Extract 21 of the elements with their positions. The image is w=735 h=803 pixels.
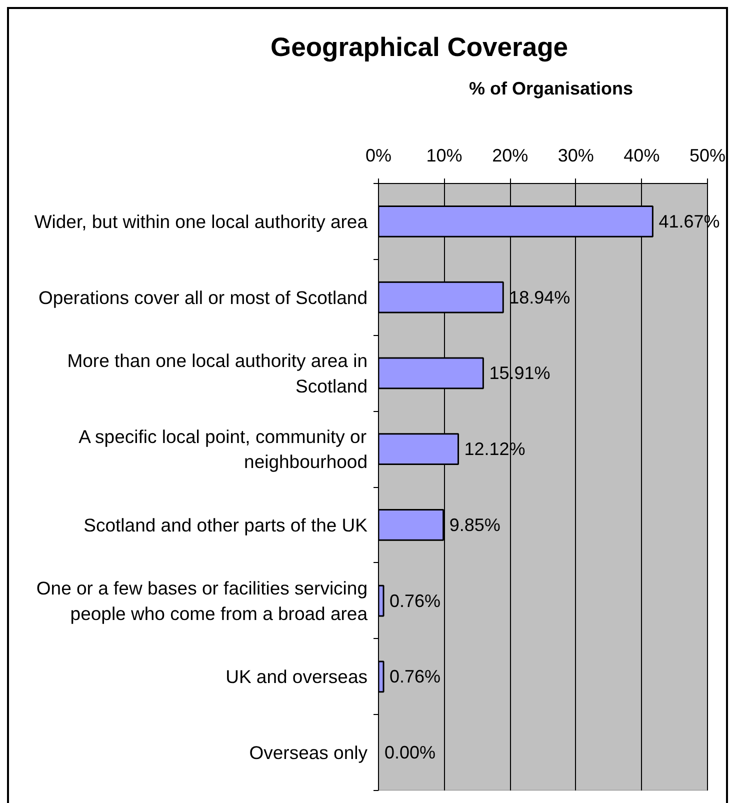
data-label: 18.94% [509, 287, 570, 308]
data-label: 0.76% [390, 666, 441, 687]
x-tick-label: 0% [365, 146, 392, 166]
x-tick-label: 50% [689, 146, 726, 166]
y-tick-label: UK and overseas [226, 666, 368, 688]
y-tick-label: More than one local authority area in Scotland [67, 350, 368, 396]
y-tick-label: A specific local point, community or neighbourhood [78, 426, 368, 472]
x-tick-label: 20% [492, 146, 528, 166]
chart-title: Geographical Coverage [270, 32, 568, 62]
x-tick-label: 10% [426, 146, 462, 166]
data-label: 9.85% [449, 514, 500, 535]
y-tick-label: Scotland and other parts of the UK [84, 514, 368, 536]
y-tick-label: Overseas only [249, 742, 368, 764]
y-tick-label: Operations cover all or most of Scotland [38, 286, 368, 308]
y-tick-label: Wider, but within one local authority area [34, 210, 368, 232]
data-label: 0.76% [390, 590, 441, 611]
y-tick-label: One or a few bases or facilities servicing people who come from a broad area [36, 578, 368, 624]
data-label: 0.00% [384, 742, 436, 763]
x-tick-label: 30% [558, 146, 594, 166]
x-tick-label: 40% [624, 146, 660, 166]
x-axis-title: % of Organisations [468, 78, 634, 98]
